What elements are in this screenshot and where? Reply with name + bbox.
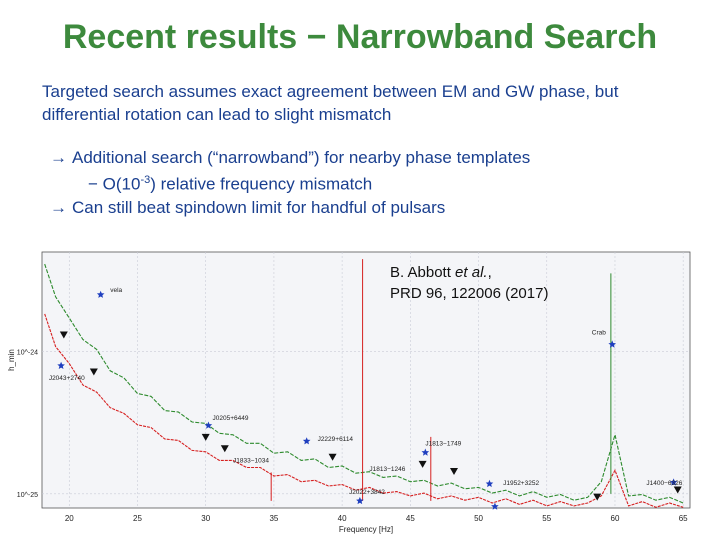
sub-prefix: − O(10 (88, 174, 141, 194)
pulsar-star (491, 502, 499, 510)
slide-title: Recent results − Narrowband Search (62, 18, 658, 56)
pulsar-star (57, 361, 65, 369)
pulsar-label: Crab (592, 329, 606, 336)
pulsar-label: J1813−1246 (369, 466, 405, 473)
frequency-plot: 20 25 30 35 40 45 50 55 60 65 10^-24 10^-25 vela J204… (7, 251, 691, 534)
y-tick-label: 10^-24 (17, 350, 38, 357)
x-tick-label: 30 (201, 514, 210, 523)
pulsar-star (485, 479, 494, 488)
x-tick-label: 20 (65, 514, 74, 523)
bullet-item: → Additional search (“narrowband”) for n… (50, 146, 690, 169)
spindown-limit-triangle (593, 493, 602, 501)
y-axis-label: h_min (7, 349, 16, 371)
intro-text: Targeted search assumes exact agreement … (42, 82, 619, 124)
spindown-limit-triangle (418, 460, 427, 468)
bullet-item: → Can still beat spindown limit for hand… (50, 196, 690, 219)
x-tick-label: 50 (474, 514, 483, 523)
spindown-limit-triangle (673, 486, 682, 494)
spindown-limit-triangle (449, 468, 458, 476)
pulsar-label: J2022+3842 (349, 489, 385, 496)
pulsar-label: J1813−1749 (425, 440, 461, 447)
x-tick-label: 55 (542, 514, 551, 523)
bullet-subitem: − O(10-3) relative frequency mismatch (50, 169, 690, 196)
x-tick-label: 40 (338, 514, 347, 523)
pulsar-star (96, 290, 105, 298)
pulsar-label: J1400−6326 (646, 480, 682, 487)
spindown-limit-triangle (89, 368, 98, 376)
pulsar-label: vela (110, 287, 122, 294)
pulsar-star (302, 437, 311, 445)
x-axis-label: Frequency [Hz] (339, 525, 393, 534)
pulsar-label: J0205+6449 (213, 415, 249, 422)
citation: B. Abbott et al., PRD 96, 122006 (2017) (390, 262, 548, 304)
pulsar-label: J1952+3252 (503, 480, 539, 487)
spindown-limit-triangle (220, 445, 229, 453)
pulsar-label: J1833−1034 (233, 457, 269, 464)
arrow-icon: → (50, 148, 67, 167)
pulsar-star (608, 340, 616, 348)
pulsar-star (204, 421, 213, 429)
citation-comma: , (487, 264, 492, 281)
y-tick-label: 10^-25 (17, 492, 38, 499)
citation-authors: B. Abbott (390, 264, 456, 281)
x-tick-label: 65 (679, 514, 688, 523)
x-tick-label: 60 (611, 514, 620, 523)
plot-frame (41, 251, 691, 509)
bullet-text: Can still beat spindown limit for handfu… (72, 197, 446, 217)
citation-line-1: B. Abbott et al., (390, 262, 548, 283)
citation-etal: et al. (455, 264, 488, 281)
spindown-limit-triangle (59, 331, 68, 339)
sub-suffix: ) relative frequency mismatch (150, 174, 373, 194)
bullet-text: Additional search (“narrowband”) for nea… (72, 148, 531, 167)
bullet-list: → Additional search (“narrowband”) for n… (50, 146, 690, 219)
x-tick-label: 25 (133, 514, 142, 523)
pulsar-label: J2043+2740 (49, 375, 85, 382)
sub-exponent: -3 (140, 174, 151, 186)
x-tick-label: 35 (269, 514, 278, 523)
citation-line-2: PRD 96, 122006 (2017) (390, 285, 549, 302)
x-tick-label: 45 (406, 514, 415, 523)
pulsar-star (669, 478, 678, 486)
spindown-limit-triangle (328, 453, 337, 461)
pulsar-label: J2229+6114 (318, 436, 354, 443)
arrow-icon: → (50, 197, 67, 217)
pulsar-star (356, 496, 364, 505)
pulsar-star (421, 448, 430, 456)
spindown-limit-triangle (201, 433, 210, 441)
